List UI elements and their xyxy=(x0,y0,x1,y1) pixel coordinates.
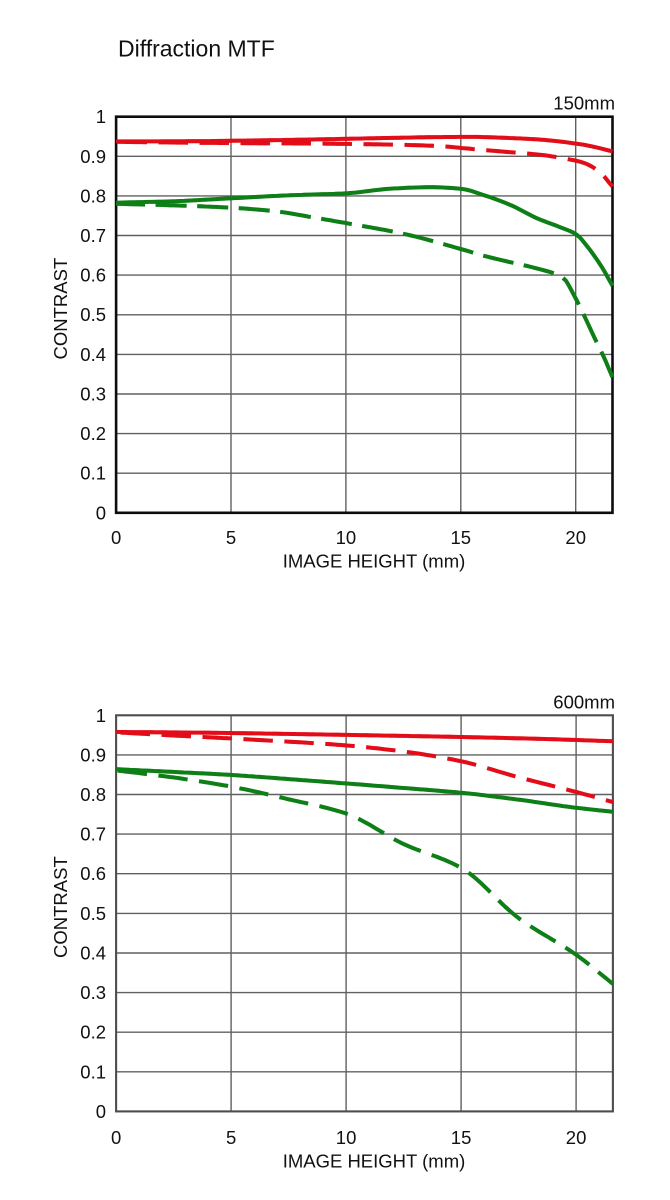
svg-text:15: 15 xyxy=(451,527,472,548)
svg-text:IMAGE HEIGHT (mm): IMAGE HEIGHT (mm) xyxy=(283,550,466,571)
svg-text:1: 1 xyxy=(96,705,106,726)
svg-text:0: 0 xyxy=(96,502,106,523)
svg-text:10: 10 xyxy=(336,527,357,548)
svg-text:10: 10 xyxy=(336,1127,357,1148)
svg-text:0.5: 0.5 xyxy=(80,903,106,924)
svg-text:20: 20 xyxy=(565,527,586,548)
svg-text:0.5: 0.5 xyxy=(80,304,106,325)
svg-text:CONTRAST: CONTRAST xyxy=(50,258,71,360)
svg-text:0.7: 0.7 xyxy=(80,225,106,246)
svg-text:20: 20 xyxy=(566,1127,587,1148)
svg-text:0.2: 0.2 xyxy=(80,1022,106,1043)
svg-text:0.6: 0.6 xyxy=(80,265,106,286)
svg-text:0.8: 0.8 xyxy=(80,185,106,206)
svg-text:0.7: 0.7 xyxy=(80,824,106,845)
svg-text:Diffraction MTF: Diffraction MTF xyxy=(118,36,275,62)
svg-text:0.3: 0.3 xyxy=(80,982,106,1003)
svg-text:0.8: 0.8 xyxy=(80,784,106,805)
svg-text:150mm: 150mm xyxy=(553,93,615,114)
svg-text:CONTRAST: CONTRAST xyxy=(50,856,71,958)
svg-text:0: 0 xyxy=(96,1101,106,1122)
svg-text:0: 0 xyxy=(111,527,121,548)
svg-text:15: 15 xyxy=(451,1127,472,1148)
svg-text:0.1: 0.1 xyxy=(80,1061,106,1082)
svg-text:600mm: 600mm xyxy=(553,691,615,712)
svg-text:5: 5 xyxy=(226,527,236,548)
svg-text:0.6: 0.6 xyxy=(80,863,106,884)
svg-text:0.4: 0.4 xyxy=(80,943,106,964)
svg-text:0.2: 0.2 xyxy=(80,423,106,444)
svg-text:1: 1 xyxy=(96,106,106,127)
svg-text:0.1: 0.1 xyxy=(80,463,106,484)
svg-text:IMAGE HEIGHT (mm): IMAGE HEIGHT (mm) xyxy=(283,1151,466,1172)
svg-text:0.9: 0.9 xyxy=(80,146,106,167)
svg-text:0.3: 0.3 xyxy=(80,384,106,405)
svg-text:5: 5 xyxy=(226,1127,236,1148)
svg-text:0.4: 0.4 xyxy=(80,344,106,365)
svg-text:0.9: 0.9 xyxy=(80,744,106,765)
svg-text:0: 0 xyxy=(111,1127,121,1148)
